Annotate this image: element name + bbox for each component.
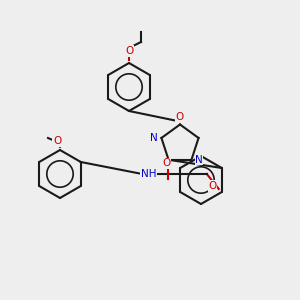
Text: N: N [150,133,158,143]
Text: O: O [125,46,133,56]
Text: O: O [162,158,170,169]
Text: O: O [53,136,61,146]
Text: N: N [195,155,203,165]
Text: NH: NH [140,169,156,179]
Text: O: O [209,181,217,191]
Text: O: O [176,112,184,122]
